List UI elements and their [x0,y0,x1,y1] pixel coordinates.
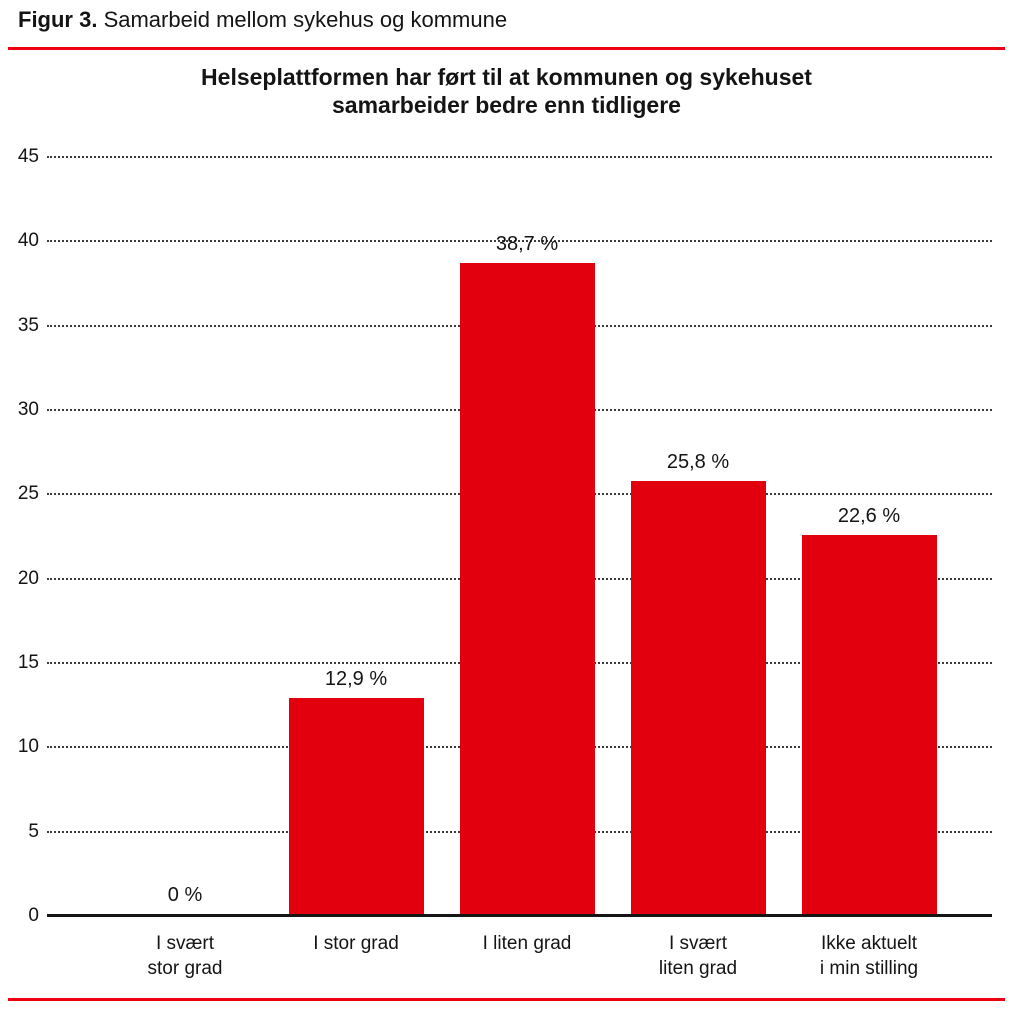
chart-title-line1: Helseplattformen har ført til at kommune… [201,64,812,90]
y-tick-label-0: 0 [28,905,39,926]
y-tick-label-30: 30 [17,399,39,420]
x-category-label-4: I svært liten grad [658,933,738,979]
bar-2 [288,698,424,916]
y-tick-label-40: 40 [17,230,39,252]
y-tick-label-20: 20 [17,567,39,589]
x-category-label-2: I stor grad [313,933,399,954]
bar-value-label-2: 12,9 % [324,668,388,691]
x-category-label-1: I svært stor grad [147,933,223,979]
figure-caption-label: Figur 3. [18,7,98,32]
gridline-40 [47,240,992,243]
y-tick-label-35: 35 [17,314,39,336]
bottom-divider-rule [8,998,1005,1001]
bar-value-label-1: 0 % [167,883,203,906]
x-category-label-5: Ikke aktuelt i min stilling [819,933,919,979]
y-tick-label-45: 45 [17,146,39,167]
figure-caption: Figur 3. Samarbeid mellom sykehus og kom… [18,6,507,34]
y-tick-label-10: 10 [17,736,39,758]
y-tick-label-5: 5 [28,820,39,842]
figure-caption-text: Samarbeid mellom sykehus og kommune [97,7,508,32]
chart-title-line2: samarbeider bedre enn tidligere [332,92,681,118]
top-divider-rule [8,47,1005,50]
bar-chart-plot-area: 0 5 10 15 20 25 30 35 40 45 0 % 12,9 % 38,7 % 25,8 %… [18,146,992,979]
bar-4 [630,480,766,916]
bar-5 [801,534,937,916]
gridline-45 [47,156,992,158]
y-tick-label-25: 25 [17,483,39,505]
x-category-label-3: I liten grad [482,933,572,954]
x-axis-line [47,914,992,917]
bar-value-label-4: 25,8 % [666,450,730,473]
chart-title: Helseplattformen har ført til at kommune… [0,63,1013,119]
bar-value-label-3: 38,7 % [495,233,559,256]
bar-value-label-5: 22,6 % [837,504,901,527]
y-tick-label-15: 15 [17,652,39,673]
bar-3 [459,263,595,916]
